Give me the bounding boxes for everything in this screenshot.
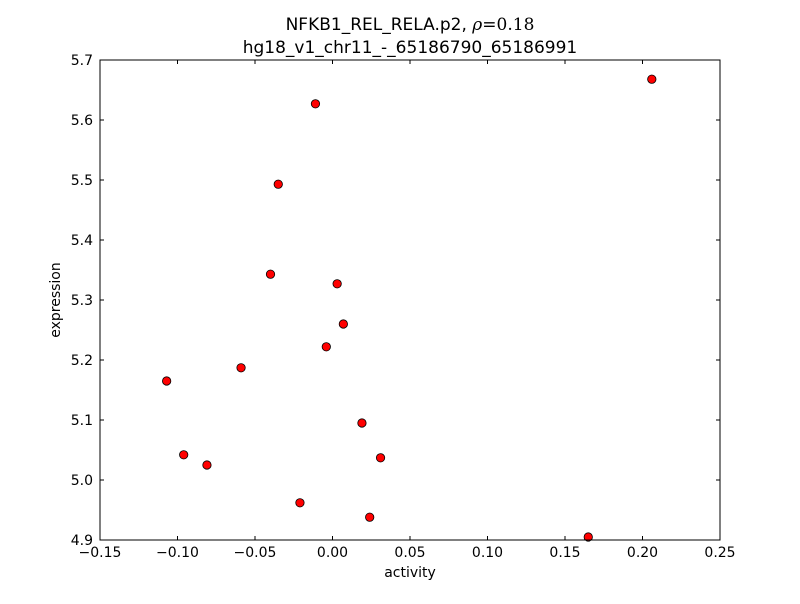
x-tick-label: −0.15 xyxy=(79,545,122,561)
data-point xyxy=(583,532,593,542)
x-tick-label: 0.15 xyxy=(549,545,580,561)
data-point xyxy=(265,269,276,279)
data-point xyxy=(179,450,189,460)
y-tick-label: 5.4 xyxy=(71,233,93,249)
data-point xyxy=(273,179,283,189)
x-tick-label: −0.10 xyxy=(156,545,199,561)
y-tick-label: 5.7 xyxy=(71,53,93,69)
plot-frame xyxy=(99,59,721,541)
data-point xyxy=(310,99,321,109)
data-point xyxy=(202,460,212,470)
data-point xyxy=(647,74,657,84)
x-tick-label: 0.00 xyxy=(317,545,348,561)
y-tick-label: 5.3 xyxy=(71,293,93,309)
chart-title-line2: hg18_v1_chr11_-_65186790_65186991 xyxy=(243,38,578,58)
y-axis-label: expression xyxy=(48,262,64,338)
x-tick-label: 0.20 xyxy=(627,545,658,561)
y-tick-label: 5.6 xyxy=(71,113,93,129)
data-point xyxy=(321,342,331,352)
data-point xyxy=(162,376,172,386)
x-tick-label: −0.05 xyxy=(234,545,277,561)
chart-title-line1: NFKB1_REL_RELA.p2, ρ=0.18 xyxy=(286,15,535,35)
data-point xyxy=(365,512,375,522)
x-axis-label: activity xyxy=(384,565,436,581)
y-tick-label: 5.5 xyxy=(71,173,93,189)
data-point xyxy=(236,363,246,373)
data-point xyxy=(375,453,386,463)
data-point xyxy=(357,418,367,428)
y-tick-label: 5.0 xyxy=(71,473,93,489)
data-point xyxy=(295,498,305,508)
x-tick-label: 0.10 xyxy=(472,545,503,561)
y-tick-label: 5.2 xyxy=(71,353,93,369)
data-point xyxy=(338,319,348,329)
y-tick-label: 4.9 xyxy=(71,533,93,549)
y-tick-label: 5.1 xyxy=(71,413,93,429)
x-tick-label: 0.05 xyxy=(394,545,425,561)
x-tick-label: 0.25 xyxy=(704,545,735,561)
data-point xyxy=(332,279,342,289)
